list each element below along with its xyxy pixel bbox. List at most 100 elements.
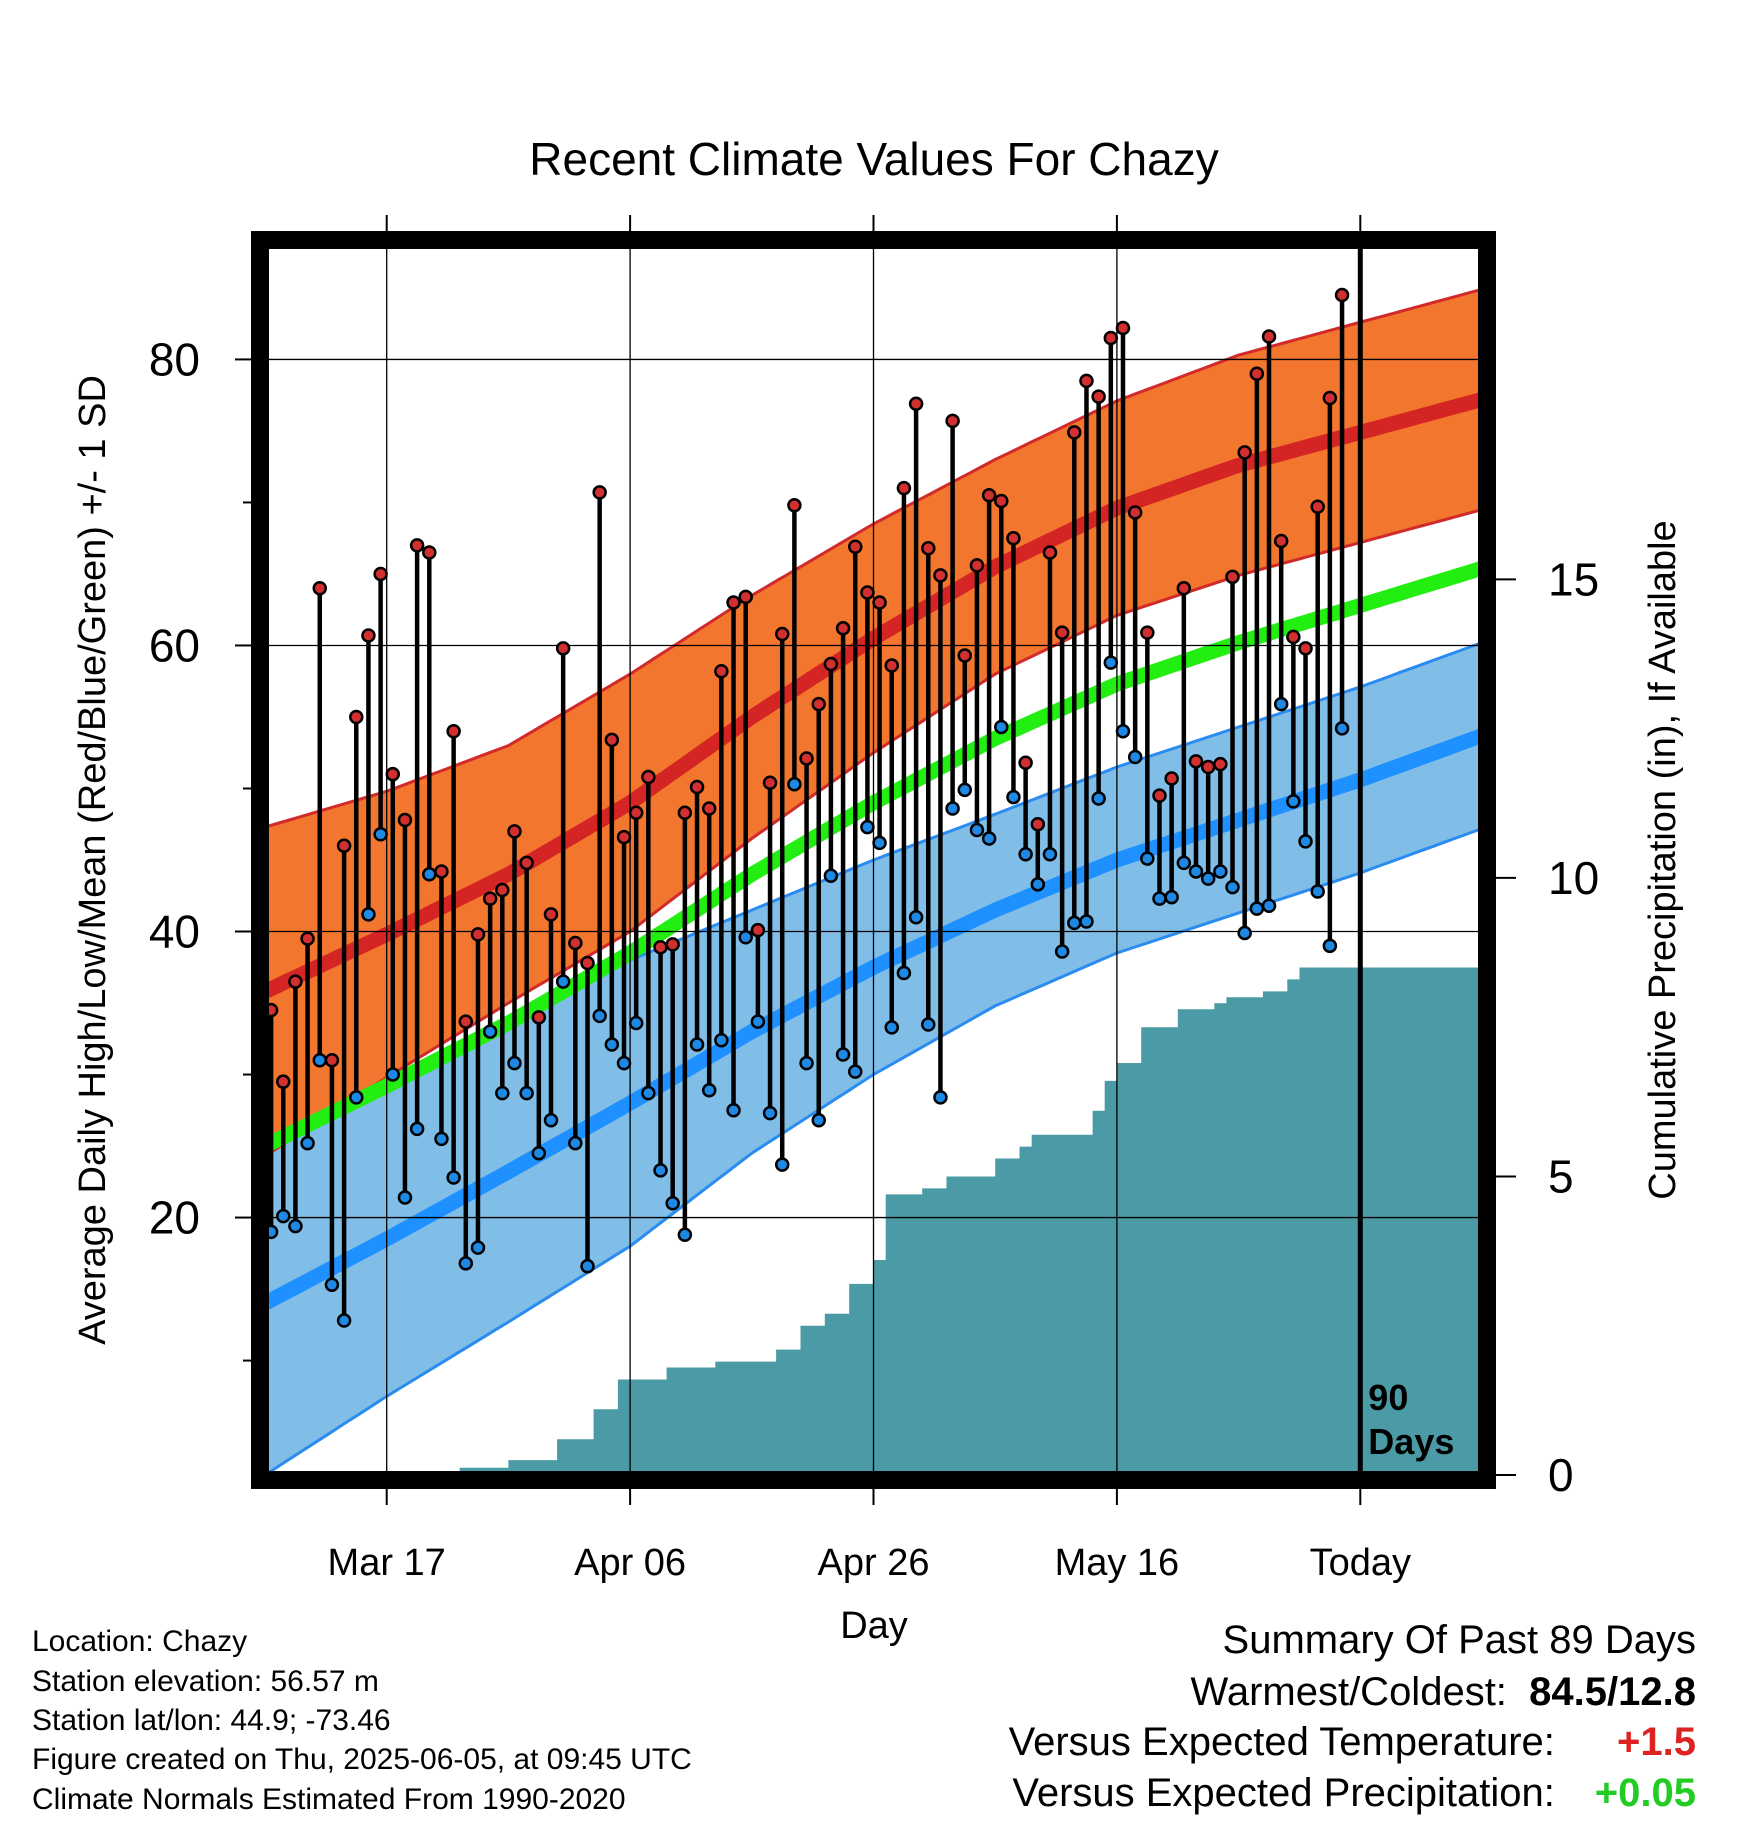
daily-high-point [373, 566, 388, 582]
daily-high-point [957, 648, 973, 663]
y-tick-label: 60 [149, 619, 200, 671]
temp-value: +1.5 [1617, 1720, 1696, 1764]
daily-high-point [1140, 625, 1155, 640]
daily-low-point [823, 868, 839, 883]
daily-low-point [1286, 794, 1301, 809]
daily-low-point [434, 1131, 449, 1147]
daily-low-point [1091, 791, 1106, 806]
daily-high-point [482, 891, 498, 906]
daily-high-point [1067, 425, 1082, 440]
daily-high-point [519, 855, 534, 871]
daily-high-point [1298, 641, 1313, 656]
daily-high-point [276, 1074, 291, 1089]
daily-low-point [349, 1090, 364, 1105]
chart-title: Recent Climate Values For Chazy [529, 133, 1218, 185]
summary-precip: Versus Expected Precipitation: +0.05 [1012, 1771, 1696, 1816]
daily-low-point [653, 1163, 668, 1178]
daily-high-point [324, 1052, 340, 1068]
daily-low-point [1067, 915, 1082, 931]
created-text: Figure created on Thu, 2025-06-05, at 09… [32, 1743, 692, 1776]
daily-low-point [994, 719, 1009, 735]
daily-low-point [981, 831, 997, 846]
daily-high-point [921, 540, 936, 556]
daily-high-point [969, 558, 985, 573]
daily-low-point [701, 1083, 717, 1098]
daily-low-point [787, 776, 802, 792]
daily-low-point [969, 822, 985, 838]
y-tick-label: 40 [149, 906, 200, 958]
daily-high-point [835, 621, 851, 636]
daily-low-point [543, 1113, 559, 1128]
daily-low-point [507, 1055, 522, 1071]
daily-low-point [1176, 855, 1192, 871]
daily-low-point [847, 1064, 863, 1079]
daily-high-point [1188, 754, 1204, 769]
daily-high-point [726, 595, 741, 610]
today-days-label-line: Days [1368, 1421, 1454, 1462]
daily-low-point [628, 1015, 644, 1031]
latlon-text: Station lat/lon: 44.9; -73.46 [32, 1704, 391, 1737]
daily-low-point [580, 1258, 595, 1274]
daily-high-point [1225, 569, 1240, 585]
daily-low-point [1188, 864, 1204, 879]
daily-high-point [1200, 759, 1216, 775]
daily-low-point [1006, 789, 1021, 805]
daily-high-point [701, 801, 717, 816]
daily-high-point [361, 628, 376, 643]
daily-high-point [1054, 625, 1070, 640]
daily-low-point [1334, 721, 1350, 736]
daily-low-point [592, 1008, 607, 1024]
daily-high-point [994, 493, 1009, 509]
summary-temp: Versus Expected Temperature: +1.5 [1009, 1720, 1696, 1765]
daily-high-point [1018, 755, 1033, 770]
daily-low-point [409, 1121, 425, 1137]
daily-high-point [592, 485, 607, 500]
daily-high-point [1310, 499, 1325, 514]
daily-high-point [945, 413, 960, 429]
precip-area [265, 967, 1482, 1475]
daily-low-point [616, 1055, 632, 1071]
daily-high-point [628, 805, 644, 821]
daily-low-point [750, 1014, 766, 1029]
daily-low-point [641, 1085, 656, 1101]
daily-low-point [312, 1052, 328, 1068]
daily-high-point [470, 927, 486, 942]
daily-low-point [470, 1240, 486, 1255]
daily-high-point [1115, 320, 1131, 336]
daily-low-point [1042, 847, 1058, 862]
daily-high-point [1213, 756, 1228, 772]
daily-high-point [750, 922, 766, 938]
daily-low-point [884, 1020, 900, 1035]
daily-low-point [957, 782, 973, 798]
daily-low-point [519, 1085, 534, 1101]
daily-high-point [1006, 530, 1021, 546]
daily-high-point [422, 545, 437, 560]
daily-high-point [896, 480, 912, 496]
daily-low-point [458, 1256, 474, 1271]
y-axis-title: Average Daily High/Low/Mean (Red/Blue/Gr… [72, 375, 114, 1345]
daily-low-point [896, 965, 912, 981]
daily-high-point [1127, 505, 1143, 520]
daily-low-point [1030, 877, 1046, 892]
daily-low-point [604, 1037, 620, 1052]
daily-high-point [811, 696, 826, 712]
daily-low-point [1054, 944, 1070, 959]
daily-low-point [1018, 847, 1033, 862]
daily-low-point [373, 827, 388, 842]
elevation-text: Station elevation: 56.57 m [32, 1665, 379, 1698]
daily-high-point [409, 538, 425, 553]
daily-low-point [677, 1227, 693, 1242]
daily-high-point [1091, 389, 1106, 404]
y2-tick-label: 10 [1548, 852, 1599, 904]
daily-high-point [1322, 390, 1338, 406]
daily-low-point [1298, 834, 1313, 849]
daily-low-point [835, 1047, 851, 1062]
daily-high-point [312, 581, 328, 596]
daily-low-point [422, 867, 437, 882]
daily-low-point [1273, 696, 1289, 712]
daily-high-point [1273, 533, 1289, 549]
daily-low-point [811, 1113, 826, 1128]
daily-high-point [555, 641, 571, 656]
daily-low-point [1079, 914, 1094, 929]
daily-low-point [1322, 938, 1338, 954]
